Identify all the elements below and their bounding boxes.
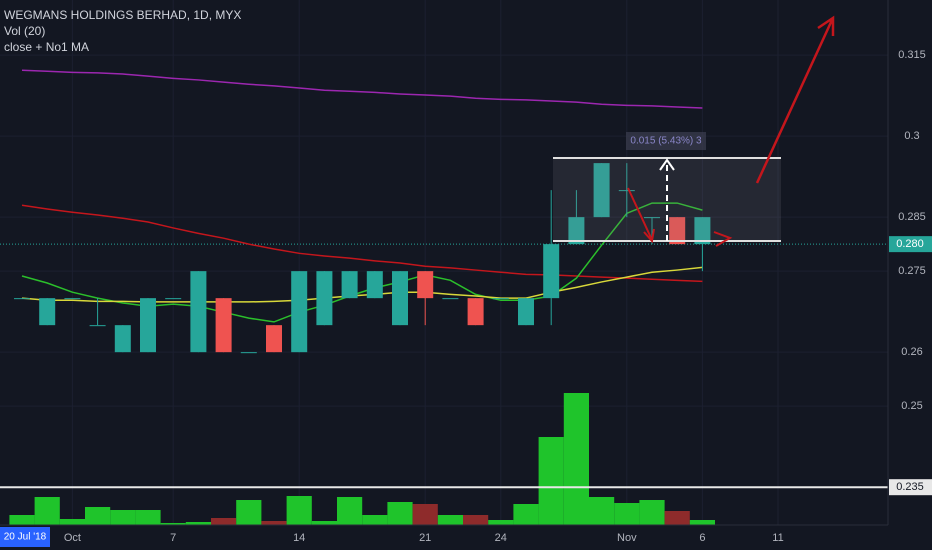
- drawn-arrow: [627, 187, 655, 244]
- level-label: 0.235: [896, 481, 924, 493]
- measure-arrowhead: [659, 158, 675, 171]
- volume-bar: [185, 522, 211, 525]
- volume-bar: [236, 500, 262, 525]
- candle-body: [114, 325, 131, 353]
- candle-body: [39, 298, 56, 326]
- candle-body: [644, 217, 660, 219]
- ma-line: [21, 69, 703, 109]
- x-tick-label: 6: [699, 532, 705, 544]
- date-badge-text: 20 Jul '18: [4, 532, 47, 543]
- volume-bar: [34, 497, 60, 525]
- volume-bar: [110, 510, 136, 525]
- y-tick-label: 0.3: [904, 130, 919, 142]
- x-tick-label: 7: [170, 532, 176, 544]
- drawn-arrow: [713, 231, 733, 247]
- candle-body: [215, 298, 232, 353]
- volume-bar: [9, 515, 35, 525]
- candle-body: [694, 217, 711, 245]
- x-tick-label: Nov: [617, 532, 637, 544]
- ma-label: close + No1 MA: [4, 40, 89, 54]
- candle-body: [291, 271, 308, 353]
- x-tick-label: 14: [293, 532, 305, 544]
- volume-bar: [639, 500, 665, 525]
- candle-body: [518, 298, 534, 326]
- price-axis: [888, 0, 932, 550]
- volume-label: Vol (20): [4, 24, 45, 38]
- volume-bar: [286, 496, 312, 525]
- volume-bar: [261, 521, 287, 525]
- candle-body: [568, 217, 585, 245]
- volume-bar: [211, 518, 237, 525]
- candle-body: [316, 271, 333, 326]
- volume-bar: [59, 519, 85, 525]
- candle-body: [140, 298, 156, 353]
- volume-bar: [160, 523, 186, 525]
- ma-line: [21, 204, 703, 283]
- y-tick-label: 0.26: [901, 346, 922, 358]
- ma-lines: [0, 69, 888, 489]
- candle-body: [543, 244, 560, 299]
- candles: [14, 163, 711, 354]
- date-badge: [0, 527, 50, 547]
- volume-bar: [689, 520, 715, 525]
- volume-bar: [311, 521, 337, 525]
- candle-body: [467, 298, 484, 326]
- drawn-arrow: [755, 15, 835, 184]
- candle-body: [618, 190, 635, 192]
- candle-body: [492, 298, 509, 300]
- volume-bar: [589, 497, 615, 525]
- volume-bar: [463, 515, 489, 525]
- measure-label-bg: [626, 132, 706, 150]
- candle-body: [442, 298, 459, 300]
- x-tick-label: 24: [495, 532, 507, 544]
- measure-label: 0.015 (5.43%) 3: [630, 136, 702, 147]
- candle-body: [417, 271, 434, 299]
- candle-body: [240, 352, 257, 354]
- candle-body: [266, 325, 282, 353]
- volume-bar: [85, 507, 111, 525]
- last-price-label: 0.280: [896, 238, 924, 250]
- level-badge: [889, 479, 932, 496]
- volume-bar: [488, 520, 514, 525]
- volume-bar: [614, 503, 640, 525]
- volume-bar: [538, 437, 564, 525]
- candle-body: [64, 298, 81, 300]
- volume-bar: [664, 511, 690, 525]
- x-tick-label: 11: [772, 532, 783, 544]
- volume-bar: [362, 515, 388, 525]
- candle-body: [593, 163, 610, 218]
- ma-line: [21, 266, 703, 303]
- volume-pane: [9, 393, 715, 525]
- axis-labels: 0.315 0.3 0.285 0.275 0.26 0.25 0.235 Oct 7 14 21 2…: [64, 49, 932, 544]
- x-tick-label: 21: [419, 532, 431, 544]
- candle-body: [14, 298, 30, 300]
- y-tick-label: 0.315: [898, 49, 926, 61]
- candle-body: [165, 298, 182, 300]
- y-tick-label: 0.275: [898, 265, 926, 277]
- candle-body: [392, 271, 408, 326]
- ma-line: [21, 202, 703, 323]
- candle-body: [669, 217, 686, 245]
- candle-body: [190, 271, 207, 353]
- candle-body: [89, 325, 106, 327]
- volume-bar: [563, 393, 589, 525]
- last-price-badge: [889, 236, 932, 253]
- volume-bar: [337, 497, 363, 525]
- volume-bar: [513, 504, 539, 525]
- volume-bar: [135, 510, 161, 525]
- volume-bar: [437, 515, 463, 525]
- candle-body: [341, 271, 358, 299]
- x-tick-label: Oct: [64, 532, 81, 544]
- y-tick-label: 0.25: [901, 400, 922, 412]
- volume-bar: [412, 504, 438, 525]
- volume-bar: [387, 502, 413, 525]
- chart-title: WEGMANS HOLDINGS BERHAD, 1D, MYX: [4, 8, 241, 22]
- candle-body: [366, 271, 383, 299]
- y-tick-label: 0.285: [898, 211, 926, 223]
